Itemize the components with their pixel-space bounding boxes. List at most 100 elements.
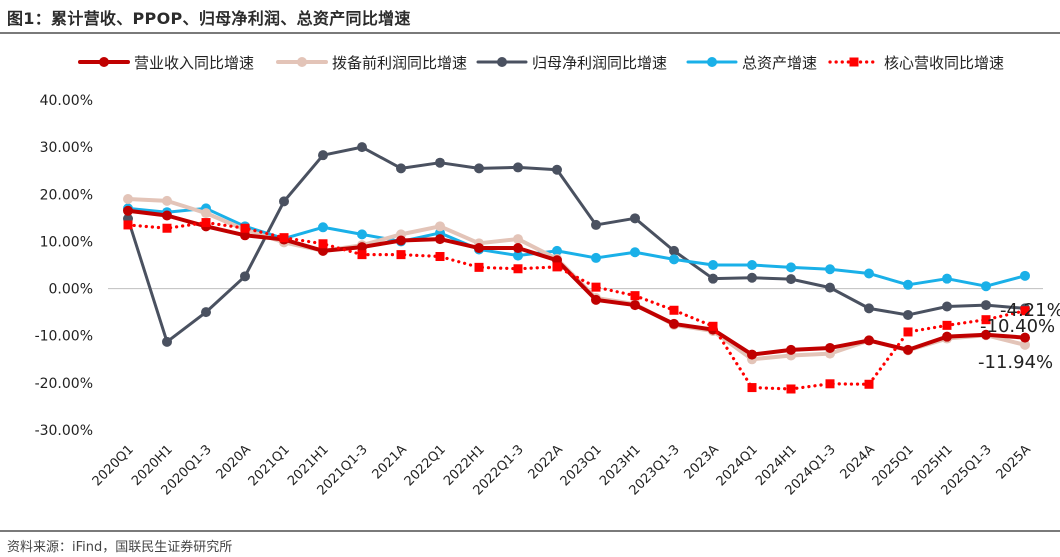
x-tick-label: 2022Q1 [402,442,449,489]
data-label: -10.40% [980,316,1055,337]
series-marker [591,219,601,230]
legend-marker [707,57,717,67]
series-marker [903,327,913,337]
series-marker [357,229,367,240]
series-marker [318,222,328,233]
series-marker [864,268,874,279]
series-marker [1020,306,1030,316]
series-marker [825,379,835,389]
series-marker [513,264,523,274]
series-marker [942,331,952,342]
series-line [126,208,1027,357]
series-marker [942,273,952,284]
series-marker [123,194,133,204]
series-marker [708,260,718,270]
series-marker [864,303,874,314]
series-marker [669,318,679,329]
figure-title: 图1：累计营收、PPOP、归母净利润、总资产同比增速 [7,9,411,28]
series-marker [240,271,250,282]
x-tick-label: 2025A [994,442,1034,482]
legend-label: 总资产增速 [742,54,817,72]
series-marker [162,195,172,206]
legend-marker [99,57,109,67]
series-marker [981,281,991,292]
series-marker [357,242,367,253]
data-label: -4.21% [1000,300,1060,321]
legend-label: 营业收入同比增速 [134,54,254,72]
series-marker [786,274,796,285]
series-marker [240,223,250,233]
series-marker [318,245,328,256]
series-marker [903,279,913,290]
series-marker [591,294,601,305]
series-marker [162,336,172,347]
series-marker [552,262,562,272]
series-marker [201,208,211,219]
y-tick-label: -10.00% [35,329,93,345]
y-tick-label: -20.00% [35,376,93,392]
series-marker [474,163,484,174]
series-marker [474,262,484,272]
series-marker [591,282,601,292]
line-chart: -30.00% -20.00% -10.00% 0.00% 10.00% 20.00% 30… [35,54,1060,498]
series-marker [357,250,367,260]
series-marker [981,329,991,340]
series-marker [630,247,640,258]
series-marker [786,262,796,273]
series-marker [708,321,718,331]
legend-label: 核心营收同比增速 [884,54,1004,72]
series-marker [513,162,523,173]
series-marker [513,243,523,254]
series-marker [162,210,172,221]
source-divider [0,530,1060,532]
series-marker [357,142,367,153]
x-tick-label: 2023Q1 [558,442,605,489]
series-marker [123,220,133,230]
series-marker [669,305,679,315]
series-marker [669,245,679,256]
series-marker [435,221,445,232]
series-marker [1020,332,1030,343]
series-marker [318,150,328,161]
legend-label: 归母净利润同比增速 [532,54,667,72]
series-marker [903,309,913,320]
x-tick-label: 2024Q1 [714,442,761,489]
series-marker [279,233,289,243]
series-line [126,145,1027,344]
series-marker [747,260,757,270]
series-marker [513,250,523,261]
legend-marker [849,57,859,67]
series-marker [981,300,991,311]
series-marker [435,252,445,262]
series-marker [942,320,952,330]
legend-marker [497,57,507,67]
series-marker [747,272,757,283]
y-tick-label: 20.00% [40,187,93,203]
legend-marker [297,57,307,67]
series-marker [786,344,796,355]
series-marker [201,307,211,318]
series-marker [630,300,640,311]
y-tick-label: 10.00% [40,234,93,250]
series-marker [864,379,874,389]
series-marker [201,218,211,228]
series-marker [747,383,757,393]
series-marker [669,254,679,265]
series-marker [474,243,484,254]
series-marker [435,157,445,168]
series-marker [825,342,835,353]
series-marker [747,349,757,360]
series-marker [435,234,445,245]
series-line [126,206,1027,288]
series-marker [825,264,835,275]
series-marker [1020,339,1030,350]
series-marker [162,223,172,233]
x-tick-label: 2025Q1 [870,442,917,489]
data-label: -11.94% [978,352,1053,373]
y-tick-label: 0.00% [49,282,93,298]
series-marker [396,163,406,174]
series-marker [123,205,133,216]
series-marker [318,239,328,249]
series-marker [630,213,640,224]
series-marker [981,315,991,325]
